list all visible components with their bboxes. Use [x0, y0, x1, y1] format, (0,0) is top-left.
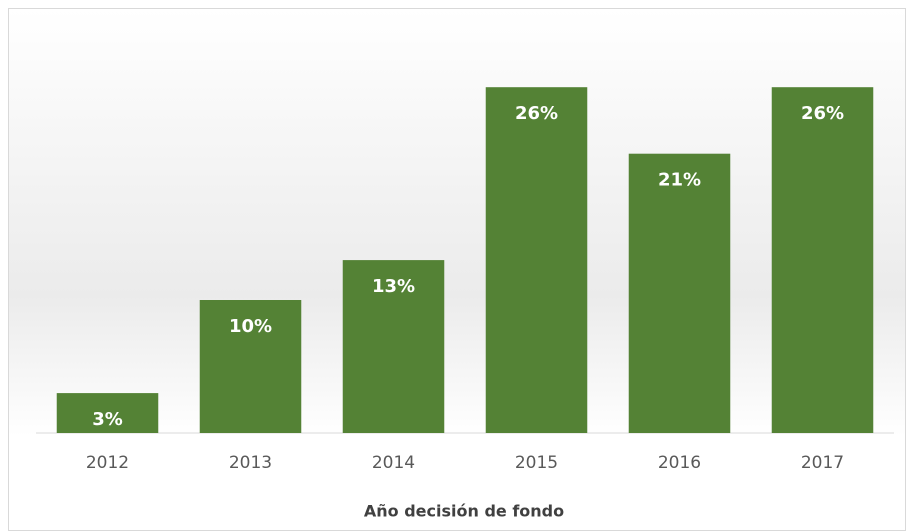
x-axis-title: Año decisión de fondo	[364, 502, 564, 521]
x-tick-label: 2015	[515, 453, 558, 473]
bar	[771, 87, 874, 433]
value-label: 10%	[229, 316, 272, 337]
x-tick-label: 2014	[372, 453, 415, 473]
x-tick-label: 2017	[801, 453, 844, 473]
value-label: 26%	[801, 103, 844, 124]
x-tick-label: 2016	[658, 453, 701, 473]
value-label: 26%	[515, 103, 558, 124]
chart-frame	[8, 8, 906, 531]
bar	[342, 260, 445, 433]
bar	[628, 153, 731, 433]
value-label: 3%	[92, 409, 123, 430]
value-label: 21%	[658, 170, 701, 191]
value-label: 13%	[372, 276, 415, 297]
x-tick-label: 2012	[86, 453, 129, 473]
bar	[56, 393, 159, 433]
bar	[199, 300, 302, 433]
x-tick-label: 2013	[229, 453, 272, 473]
bar	[485, 87, 588, 433]
